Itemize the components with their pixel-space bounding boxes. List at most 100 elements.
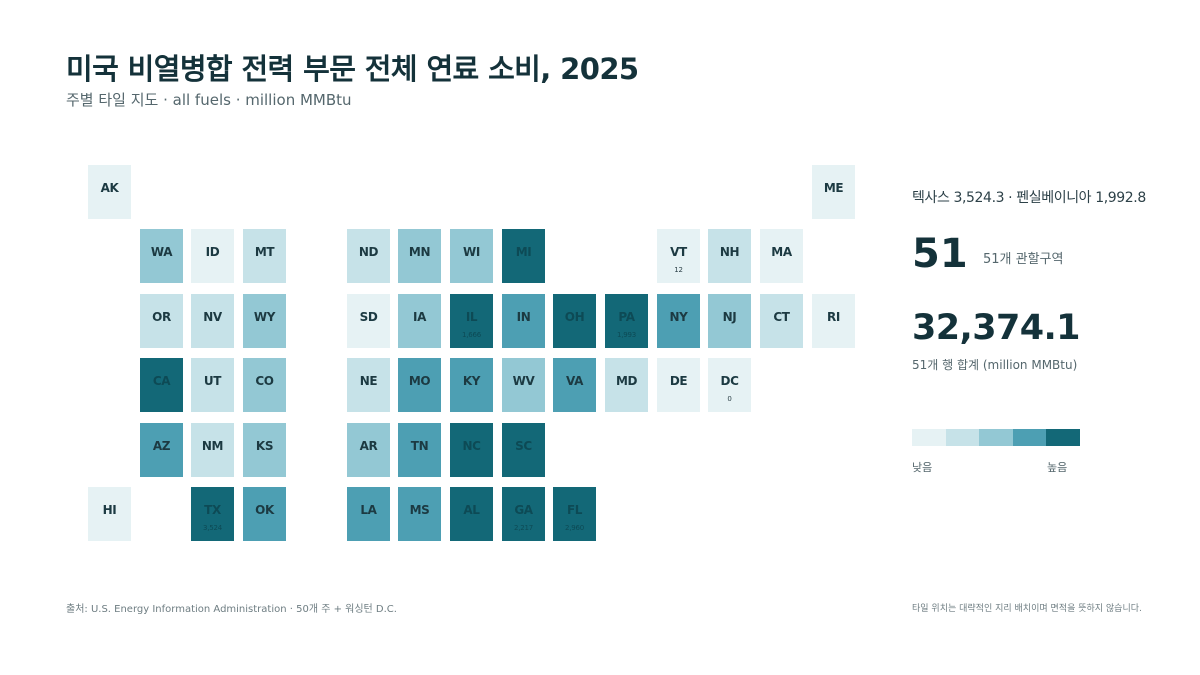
state-abbr: NY	[669, 310, 688, 324]
legend-low-label: 낮음	[912, 461, 933, 474]
state-abbr: DE	[669, 374, 688, 388]
state-abbr: ME	[823, 181, 844, 195]
state-abbr: MO	[408, 374, 431, 388]
chart-title: 미국 비열병합 전력 부문 전체 연료 소비, 2025	[66, 52, 639, 86]
legend-swatch	[1046, 429, 1080, 446]
state-abbr: MD	[615, 374, 638, 388]
state-tile-wi: WI	[450, 229, 493, 283]
state-abbr: LA	[360, 503, 377, 517]
state-abbr: CA	[152, 374, 171, 388]
state-tile-co: CO	[243, 358, 286, 412]
state-abbr: NM	[201, 439, 224, 453]
legend-high-label: 높음	[1047, 461, 1068, 474]
state-tile-nm: NM	[191, 423, 234, 477]
state-tile-me: ME	[812, 165, 855, 219]
state-abbr: TX	[204, 503, 221, 517]
state-tile-ne: NE	[347, 358, 390, 412]
state-tile-nj: NJ	[708, 294, 751, 348]
state-tile-nd: ND	[347, 229, 390, 283]
state-value-label: 2,960	[564, 524, 585, 532]
legend-swatch	[912, 429, 946, 446]
legend-swatch	[1012, 429, 1047, 446]
state-abbr: FL	[566, 503, 583, 517]
state-tile-id: ID	[191, 229, 234, 283]
state-abbr: DC	[720, 374, 739, 388]
state-abbr: GA	[514, 503, 533, 517]
state-abbr: AZ	[152, 439, 171, 453]
state-abbr: NE	[359, 374, 378, 388]
state-tile-wy: WY	[243, 294, 286, 348]
state-abbr: SD	[359, 310, 378, 324]
jurisdiction-count-value: 51	[912, 231, 968, 277]
state-abbr: CT	[773, 310, 790, 324]
state-value-label: 0	[727, 395, 732, 403]
state-tile-ri: RI	[812, 294, 855, 348]
state-value-label: 12	[674, 266, 683, 274]
state-abbr: ID	[205, 245, 220, 259]
state-abbr: NJ	[722, 310, 737, 324]
state-abbr: IA	[413, 310, 426, 324]
state-tile-ut: UT	[191, 358, 234, 412]
state-abbr: AL	[463, 503, 480, 517]
state-abbr: NH	[719, 245, 740, 259]
state-tile-md: MD	[605, 358, 648, 412]
state-abbr: WI	[463, 245, 480, 259]
state-tile-az: AZ	[140, 423, 183, 477]
state-tile-de: DE	[657, 358, 700, 412]
state-abbr: PA	[618, 310, 635, 324]
state-abbr: WA	[150, 245, 173, 259]
state-tile-nh: NH	[708, 229, 751, 283]
state-tile-ct: CT	[760, 294, 803, 348]
state-tile-sc: SC	[502, 423, 545, 477]
highlight-values: 텍사스 3,524.3 · 펜실베이니아 1,992.8	[912, 190, 1146, 206]
state-value-label: 2,217	[513, 524, 534, 532]
state-tile-ar: AR	[347, 423, 390, 477]
state-abbr: AR	[359, 439, 378, 453]
state-tile-nc: NC	[450, 423, 493, 477]
state-tile-oh: OH	[553, 294, 596, 348]
state-abbr: UT	[203, 374, 222, 388]
state-abbr: KY	[462, 374, 481, 388]
state-tile-wa: WA	[140, 229, 183, 283]
state-abbr: IL	[465, 310, 478, 324]
chart-subtitle: 주별 타일 지도 · all fuels · million MMBtu	[66, 91, 352, 109]
source-note: 출처: U.S. Energy Information Administrati…	[66, 604, 397, 615]
state-tile-ak: AK	[88, 165, 131, 219]
state-tile-in: IN	[502, 294, 545, 348]
state-tile-ny: NY	[657, 294, 700, 348]
state-tile-mo: MO	[398, 358, 441, 412]
state-tile-nv: NV	[191, 294, 234, 348]
state-abbr: OR	[152, 310, 171, 324]
state-tile-sd: SD	[347, 294, 390, 348]
state-abbr: MT	[254, 245, 275, 259]
state-tile-il: IL 1,666	[450, 294, 493, 348]
state-tile-la: LA	[347, 487, 390, 541]
state-tile-fl: FL 2,960	[553, 487, 596, 541]
state-abbr: VA	[566, 374, 583, 388]
state-value-label: 1,666	[461, 331, 482, 339]
state-tile-ca: CA	[140, 358, 183, 412]
state-abbr: MN	[408, 245, 431, 259]
state-tile-tx: TX 3,524	[191, 487, 234, 541]
total-label: 51개 행 합계 (million MMBtu)	[912, 358, 1078, 372]
state-tile-mn: MN	[398, 229, 441, 283]
state-tile-mi: MI	[502, 229, 545, 283]
state-abbr: RI	[827, 310, 840, 324]
state-abbr: NV	[203, 310, 222, 324]
state-tile-mt: MT	[243, 229, 286, 283]
state-tile-map: AK ME WA ID MT ND MN WI MI VT 12 NH MA OR NV WY SD IA IL 1,…	[88, 165, 855, 541]
state-abbr: MS	[409, 503, 430, 517]
state-abbr: IN	[516, 310, 531, 324]
state-abbr: MI	[515, 245, 532, 259]
state-tile-vt: VT 12	[657, 229, 700, 283]
state-value-label: 1,993	[616, 331, 637, 339]
state-abbr: HI	[102, 503, 117, 517]
state-tile-hi: HI	[88, 487, 131, 541]
state-abbr: WY	[253, 310, 276, 324]
state-tile-al: AL	[450, 487, 493, 541]
jurisdiction-count-label: 51개 관할구역	[983, 252, 1064, 267]
state-tile-ky: KY	[450, 358, 493, 412]
legend-swatch	[945, 429, 980, 446]
state-abbr: VT	[670, 245, 687, 259]
state-tile-wv: WV	[502, 358, 545, 412]
